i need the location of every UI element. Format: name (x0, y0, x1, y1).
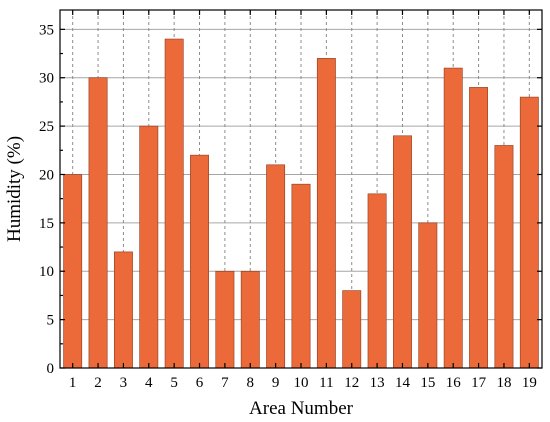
y-axis-title: Humidity (%) (4, 136, 25, 242)
x-tick-label: 9 (272, 375, 280, 391)
x-tick-label: 11 (319, 375, 333, 391)
x-tick-label: 1 (69, 375, 77, 391)
x-tick-label: 3 (120, 375, 128, 391)
y-tick-label: 25 (39, 119, 54, 135)
y-tick-label: 0 (47, 361, 55, 377)
bar-area-9 (266, 164, 286, 369)
bar-area-12 (342, 290, 362, 369)
bar-area-16 (443, 67, 463, 369)
x-tick-label: 13 (370, 375, 385, 391)
bar-area-3 (113, 251, 133, 369)
x-tick-label: 7 (221, 375, 229, 391)
bar-area-11 (316, 58, 336, 369)
y-tick-label: 10 (39, 264, 54, 280)
bars (63, 38, 539, 369)
x-tick-label: 16 (446, 375, 462, 391)
bar-area-17 (469, 87, 489, 369)
x-tick-label: 18 (496, 375, 511, 391)
x-tick-label: 8 (247, 375, 255, 391)
x-tick-label: 12 (344, 375, 359, 391)
x-tick-label: 17 (471, 375, 487, 391)
x-axis-title: Area Number (249, 398, 354, 419)
bar-area-6 (190, 154, 209, 369)
bar-area-4 (139, 125, 159, 369)
bar-area-15 (418, 222, 438, 369)
bar-area-5 (164, 38, 184, 369)
y-axis: 0 5 10 15 20 25 30 35 (39, 22, 542, 377)
bar-area-1 (63, 174, 83, 369)
bar-area-10 (291, 183, 311, 369)
bar-area-14 (393, 135, 412, 369)
bar-area-19 (519, 96, 539, 369)
bar-area-7 (215, 270, 235, 369)
x-tick-label: 6 (196, 375, 204, 391)
x-axis: 1 2 3 4 5 6 7 8 9 10 11 12 13 14 15 16 17 18 19 (69, 10, 537, 391)
x-tick-label: 15 (420, 375, 435, 391)
bar-area-2 (88, 77, 108, 369)
x-tick-label: 2 (94, 375, 102, 391)
y-tick-label: 15 (39, 216, 54, 232)
y-tick-label: 30 (39, 71, 54, 87)
x-tick-label: 5 (170, 375, 178, 391)
x-tick-label: 4 (145, 375, 153, 391)
y-tick-label: 5 (47, 313, 55, 329)
bar-area-13 (367, 193, 387, 369)
x-tick-label: 10 (294, 375, 309, 391)
bar-area-8 (240, 270, 260, 369)
x-tick-label: 19 (522, 375, 537, 391)
x-tick-label: 14 (395, 375, 411, 391)
y-tick-label: 35 (39, 22, 54, 38)
bar-area-18 (494, 145, 514, 369)
y-tick-label: 20 (39, 167, 54, 183)
